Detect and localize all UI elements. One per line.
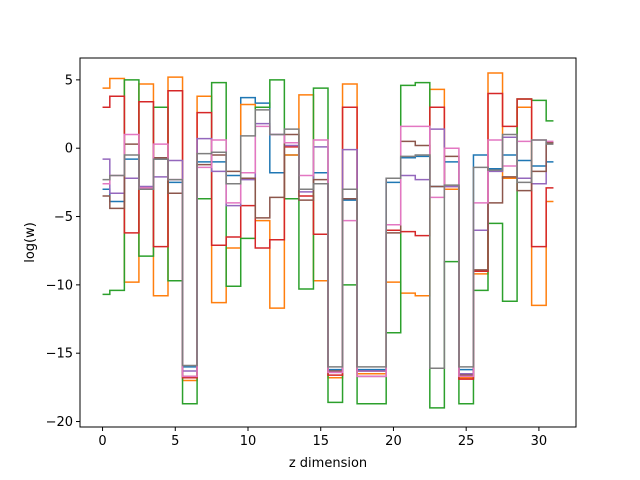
y-tick-label: −5	[54, 210, 73, 225]
y-tick-label: −10	[46, 278, 73, 293]
series-layer	[102, 72, 554, 409]
x-axis: 0 5 10 15 20 25 30	[98, 427, 547, 449]
y-axis: −20 −15 −10 −5 0 5	[46, 73, 80, 430]
x-tick-label: 0	[98, 434, 106, 449]
x-tick-label: 15	[312, 434, 329, 449]
x-axis-label: z dimension	[289, 456, 367, 471]
x-tick-label: 30	[531, 434, 548, 449]
x-tick-label: 5	[171, 434, 179, 449]
x-tick-label: 10	[240, 434, 257, 449]
y-tick-label: 5	[65, 73, 73, 88]
y-tick-label: −15	[46, 347, 73, 362]
x-tick-label: 25	[458, 434, 475, 449]
plot-frame	[79, 57, 577, 428]
series-line-7	[102, 109, 554, 369]
y-axis-label: log(w)	[23, 222, 38, 263]
y-tick-label: 0	[65, 142, 73, 157]
y-tick-label: −20	[46, 415, 73, 430]
x-tick-label: 20	[385, 434, 402, 449]
series-line-2	[102, 79, 554, 409]
